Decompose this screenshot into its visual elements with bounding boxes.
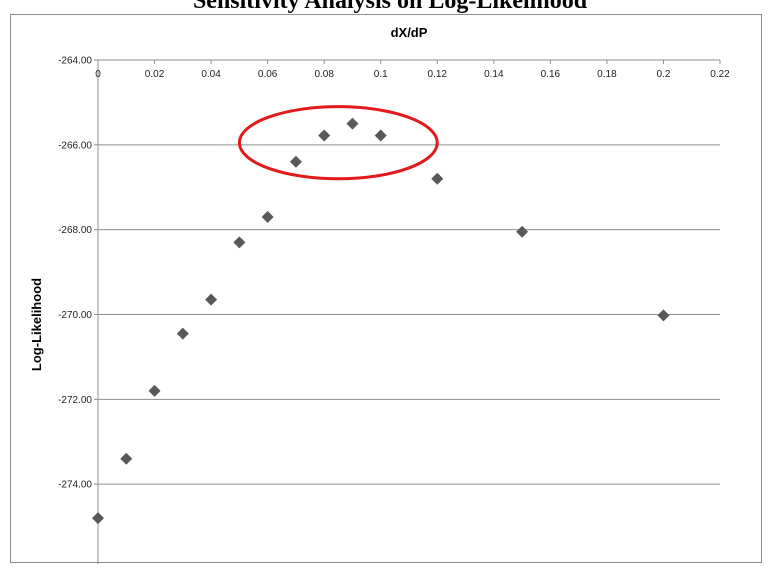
data-point [205, 293, 218, 306]
data-point [120, 452, 133, 465]
data-point [92, 512, 104, 525]
x-tick-label: 0.2 [657, 69, 671, 80]
x-tick-label: 0.22 [710, 69, 730, 80]
data-point [516, 225, 529, 238]
data-point [318, 129, 331, 142]
x-tick-label: 0.16 [541, 69, 561, 80]
data-point [261, 210, 274, 223]
data-point [289, 155, 302, 168]
y-axis-title: Log-Likelihood [29, 278, 44, 371]
highlight-ellipse [237, 105, 439, 181]
y-tick-label: -268.00 [58, 225, 92, 236]
data-point [431, 172, 444, 185]
scatter-chart: -264.00 -266.00 -268.00 -270.00 -272.00 -274.… [29, 25, 730, 564]
x-tick-label: 0.08 [314, 69, 334, 80]
x-tick-label: 0.1 [374, 69, 388, 80]
data-point [657, 309, 670, 322]
x-tick-label: 0.02 [145, 69, 165, 80]
y-tick-label: -272.00 [58, 395, 92, 406]
x-tick-label: 0.18 [597, 69, 617, 80]
data-points [92, 117, 670, 525]
tick-labels: -264.00 -266.00 -268.00 -270.00 -272.00 -274.… [58, 56, 730, 491]
page-title: Sensitivity Analysis on Log-Likelihood [192, 0, 588, 14]
axes [94, 59, 721, 564]
y-tick-label: -270.00 [58, 310, 92, 321]
chart-area: -264.00 -266.00 -268.00 -270.00 -272.00 -274.… [10, 14, 762, 564]
x-tick-label: 0.12 [428, 69, 448, 80]
x-tick-label: 0.04 [201, 69, 221, 80]
data-point [374, 129, 387, 142]
data-point [233, 236, 246, 249]
gridlines [98, 59, 720, 485]
data-point [148, 384, 161, 397]
y-tick-label: -266.00 [58, 140, 92, 151]
annotation-layer [237, 105, 439, 181]
x-tick-label: 0.14 [484, 69, 504, 80]
x-tick-label: 0 [95, 69, 101, 80]
data-point [176, 327, 189, 340]
x-tick-label: 0.06 [258, 69, 278, 80]
y-tick-label: -274.00 [58, 480, 92, 491]
data-point [346, 117, 359, 130]
y-tick-label: -264.00 [58, 56, 92, 67]
x-axis-title: dX/dP [391, 25, 428, 40]
